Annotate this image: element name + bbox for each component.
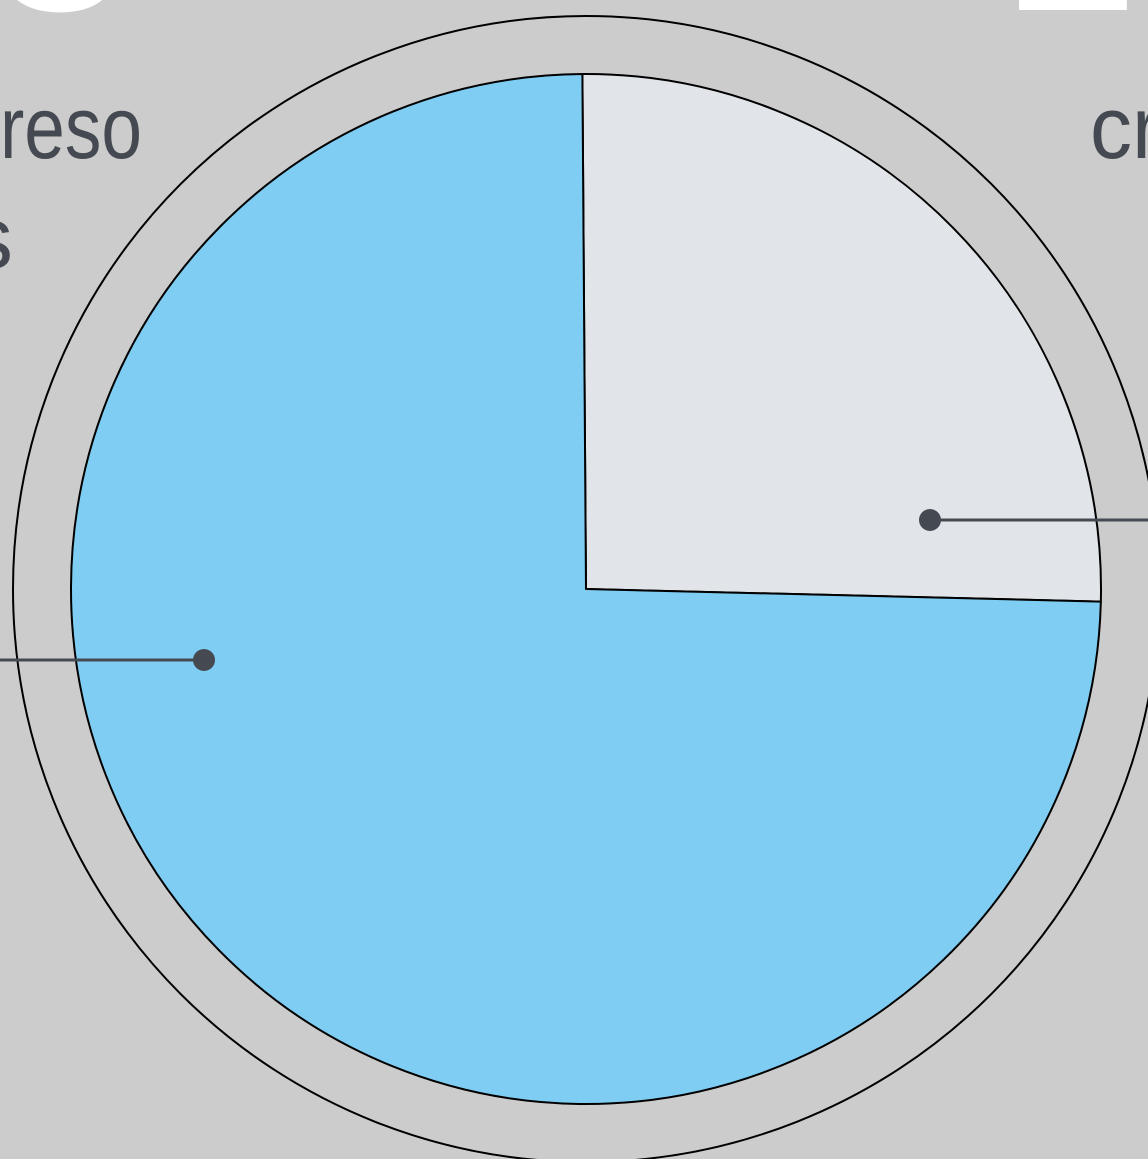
left-label-line-1: reso xyxy=(0,78,142,177)
leader-left-dot xyxy=(193,649,215,671)
leader-right xyxy=(919,509,1148,531)
pie-slice-2 xyxy=(70,73,1102,1105)
pie-slice-1 xyxy=(581,73,1102,603)
large-figure-right: 1 xyxy=(1000,0,1139,63)
leader-left xyxy=(0,649,215,671)
leader-right-dot xyxy=(919,509,941,531)
left-label-line-2: s xyxy=(0,188,13,287)
large-figure-left: 3 xyxy=(0,0,129,63)
right-label-line-1: cr xyxy=(1090,78,1148,177)
pie-slices xyxy=(70,73,1102,1105)
